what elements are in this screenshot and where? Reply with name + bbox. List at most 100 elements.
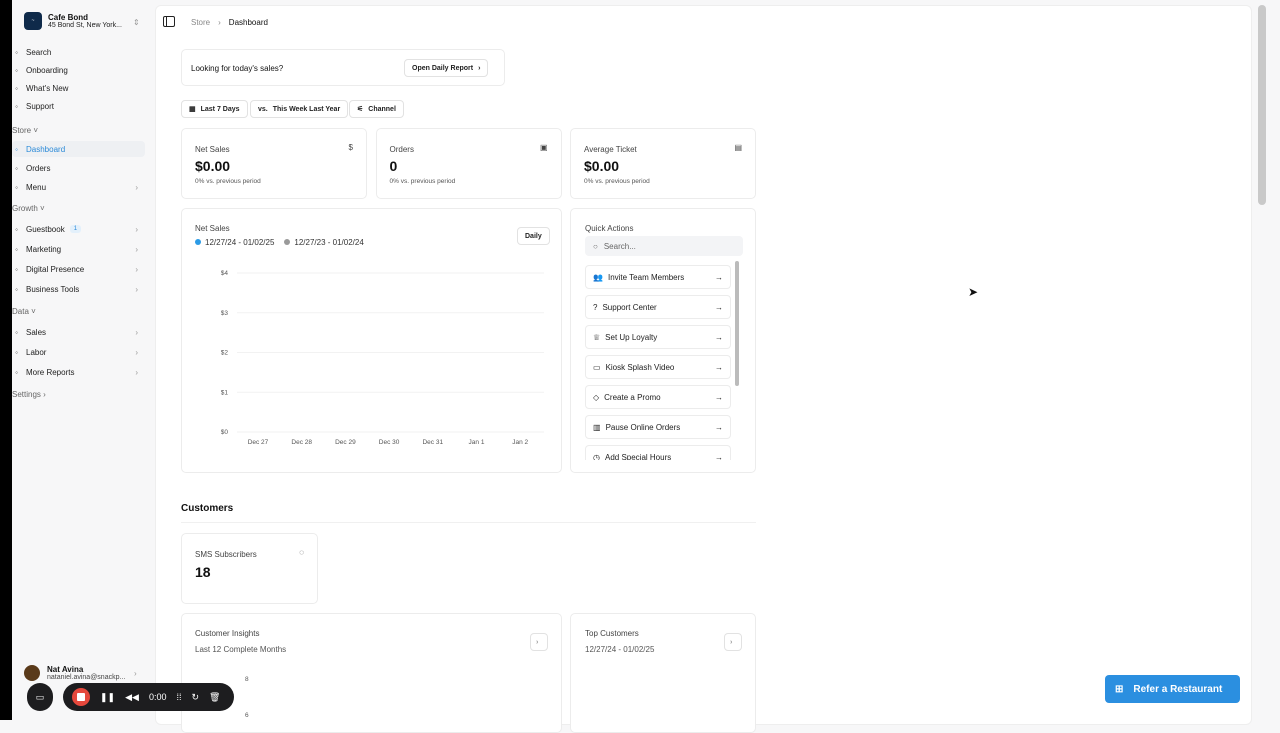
stat-card: Orders 0 0% vs. previous period ▣ xyxy=(375,128,562,199)
legend-current[interactable]: 12/27/24 - 01/02/25 xyxy=(195,238,274,247)
quick-actions-scrollbar[interactable] xyxy=(735,261,739,386)
sidebar-item-guestbook[interactable]: ◦ Guestbook 1 › xyxy=(12,221,138,237)
breadcrumb-store[interactable]: Store xyxy=(191,18,211,27)
page-scrollbar[interactable] xyxy=(1258,5,1266,205)
news-icon: ◦ xyxy=(15,83,18,93)
mouse-cursor: ➤ xyxy=(968,285,979,299)
camera-icon: ▭ xyxy=(35,691,45,702)
quick-action-item[interactable]: ▭ Kiosk Splash Video → xyxy=(585,355,731,379)
date-range-button[interactable]: ▦ Last 7 Days xyxy=(181,100,248,118)
insights-expand-button[interactable]: › xyxy=(530,633,548,651)
sidebar-item-business-tools[interactable]: ◦ Business Tools › xyxy=(12,282,138,298)
chevron-right-icon: › xyxy=(135,265,138,275)
arrow-right-icon: → xyxy=(715,272,723,282)
action-icon: ▭ xyxy=(593,362,601,372)
sidebar-item-onboarding[interactable]: ◦ Onboarding xyxy=(12,62,134,78)
chevron-right-icon: › xyxy=(135,327,138,337)
restart-icon[interactable]: ↻ xyxy=(191,691,200,702)
sidebar-item-dashboard[interactable]: ◦ Dashboard xyxy=(12,141,145,157)
stat-icon: ▣ xyxy=(539,143,548,152)
channel-button[interactable]: ⚟ Channel xyxy=(349,100,404,118)
sidebar-item-support[interactable]: ◦ Support xyxy=(12,98,134,114)
sidebar-item-labor[interactable]: ◦ Labor › xyxy=(12,344,138,360)
location-switcher[interactable]: ~ Cafe Bond 45 Bond St, New York... xyxy=(24,12,122,30)
open-daily-report-button[interactable]: Open Daily Report › xyxy=(404,59,489,77)
breadcrumb-separator-icon: › xyxy=(218,18,221,27)
count-badge: 1 xyxy=(69,225,82,233)
x-tick-label: Dec 30 xyxy=(379,439,400,446)
chevron-right-icon: › xyxy=(135,347,138,357)
sidebar-toggle-icon[interactable] xyxy=(163,16,175,27)
x-tick-label: Dec 31 xyxy=(422,439,443,446)
top-customers-expand-button[interactable]: › xyxy=(724,633,742,651)
sidebar-item-orders[interactable]: ◦ Orders xyxy=(12,160,134,176)
brand-name: Cafe Bond xyxy=(48,13,88,22)
sidebar-item-search[interactable]: ◦ Search xyxy=(12,44,134,60)
trash-icon[interactable]: 🗑 xyxy=(209,691,221,702)
quick-actions-search[interactable]: ○ Search... xyxy=(585,236,743,256)
stat-delta: 0% vs. previous period xyxy=(389,178,456,185)
quick-action-item[interactable]: 👥 Invite Team Members → xyxy=(585,265,731,289)
quick-action-item[interactable]: ▥ Pause Online Orders → xyxy=(585,415,731,439)
compare-button[interactable]: vs. This Week Last Year xyxy=(250,100,349,118)
y-tick-label: $2 xyxy=(221,350,229,357)
quick-action-item[interactable]: ◷ Add Special Hours → xyxy=(585,445,731,460)
chevron-updown-icon[interactable]: ⇕ xyxy=(133,18,140,27)
sidebar-item-digital-presence[interactable]: ◦ Digital Presence › xyxy=(12,262,138,278)
stat-card: Net Sales $0.00 0% vs. previous period $ xyxy=(181,128,367,199)
y-tick-label: $4 xyxy=(221,270,229,277)
interval-button[interactable]: Daily xyxy=(517,227,550,245)
x-tick-label: Dec 28 xyxy=(291,439,312,446)
book-icon: ◦ xyxy=(15,182,18,192)
quick-action-item[interactable]: ? Support Center → xyxy=(585,295,731,319)
banner-text: Looking for today's sales? xyxy=(191,64,284,73)
rewind-icon[interactable]: ◀◀ xyxy=(125,691,139,702)
stat-icon: $ xyxy=(348,143,353,152)
x-tick-label: Dec 29 xyxy=(335,439,356,446)
stat-delta: 0% vs. previous period xyxy=(195,178,261,185)
action-icon: 👥 xyxy=(593,272,603,282)
chart-icon: ◦ xyxy=(15,368,18,378)
section-settings[interactable]: Settings › xyxy=(12,390,46,399)
camera-button[interactable]: ▭ xyxy=(27,683,53,711)
chevron-right-icon: › xyxy=(134,669,137,678)
recording-toolbar: ❚❚ ◀◀ 0:00 ⁞⁞ ↻ 🗑 xyxy=(63,683,234,711)
x-tick-label: Jan 1 xyxy=(469,439,485,446)
section-store[interactable]: Store ˅ xyxy=(12,126,39,135)
gift-icon: ⊞ xyxy=(1115,683,1124,695)
section-data[interactable]: Data ˅ xyxy=(12,307,36,316)
pause-icon[interactable]: ❚❚ xyxy=(100,691,116,702)
grid-icon[interactable]: ⁞⁞ xyxy=(176,692,182,702)
arrow-right-icon: → xyxy=(715,392,723,402)
search-icon: ◦ xyxy=(15,47,18,57)
quick-actions-title: Quick Actions xyxy=(585,224,634,233)
chevron-right-icon: › xyxy=(135,182,138,192)
refer-restaurant-button[interactable]: ⊞ Refer a Restaurant xyxy=(1105,675,1240,703)
sidebar-item-what-s-new[interactable]: ◦ What's New xyxy=(12,80,134,96)
chevron-right-icon: › xyxy=(135,285,138,295)
divider xyxy=(181,522,756,523)
stop-button[interactable] xyxy=(72,688,90,706)
section-growth[interactable]: Growth ˅ xyxy=(12,204,45,213)
user-menu[interactable]: Nat Avina nataniel.avina@snackp... xyxy=(47,665,126,681)
sidebar-item-marketing[interactable]: ◦ Marketing › xyxy=(12,241,138,257)
y-tick-label: $0 xyxy=(221,429,229,436)
brand-address: 45 Bond St, New York... xyxy=(48,22,122,29)
quick-actions-card: Quick Actions ○ Search... 👥 Invite Team Me… xyxy=(570,208,756,473)
sms-subscribers-card: SMS Subscribers 18 ◌ xyxy=(181,533,318,604)
arrow-right-icon: → xyxy=(715,302,723,312)
sidebar-item-menu[interactable]: ◦ Menu › xyxy=(12,179,138,195)
sidebar-item-sales[interactable]: ◦ Sales › xyxy=(12,324,138,340)
stat-label: Orders xyxy=(389,145,414,154)
chevron-right-icon: › xyxy=(135,244,138,254)
arrow-right-icon: → xyxy=(715,332,723,342)
quick-action-item[interactable]: ◇ Create a Promo → xyxy=(585,385,731,409)
sidebar-item-more-reports[interactable]: ◦ More Reports › xyxy=(12,365,138,381)
legend-previous[interactable]: 12/27/23 - 01/02/24 xyxy=(284,238,364,247)
daily-report-banner: Looking for today's sales? Open Daily Re… xyxy=(181,49,505,86)
y-tick-label: $1 xyxy=(221,389,229,396)
action-icon: ? xyxy=(593,302,598,312)
sms-value: 18 xyxy=(195,564,211,580)
chevron-right-icon: › xyxy=(135,224,138,234)
quick-action-item[interactable]: ♕ Set Up Loyalty → xyxy=(585,325,731,349)
